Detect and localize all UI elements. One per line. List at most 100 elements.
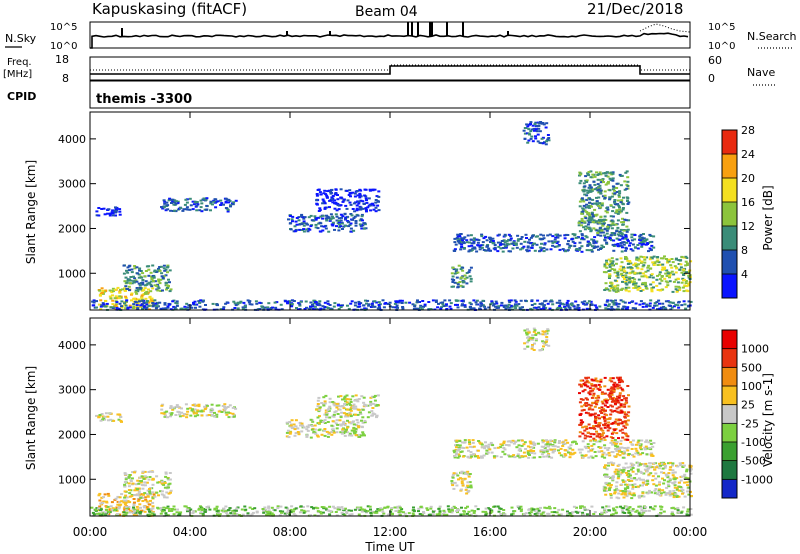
range-gate-cell [563, 442, 567, 445]
range-gate-cell [356, 421, 360, 424]
range-gate-cell [673, 486, 677, 489]
range-gate-cell [604, 271, 608, 274]
range-gate-cell [339, 431, 343, 434]
range-gate-cell [357, 513, 361, 516]
range-gate-cell [493, 248, 497, 251]
range-gate-cell [661, 477, 664, 480]
range-gate-cell [587, 190, 591, 193]
range-gate-cell [512, 454, 516, 457]
range-gate-cell [578, 174, 581, 177]
range-gate-cell [649, 452, 653, 455]
y-tick-label: 4000 [58, 133, 86, 146]
range-gate-cell [653, 302, 657, 305]
range-gate-cell [587, 204, 591, 207]
range-gate-cell [625, 187, 629, 190]
range-gate-cell [459, 268, 463, 271]
range-gate-cell [326, 300, 330, 303]
range-gate-cell [148, 490, 152, 493]
range-gate-cell [92, 299, 96, 302]
range-gate-cell [624, 274, 628, 277]
range-gate-cell [553, 511, 557, 514]
range-gate-cell [600, 204, 604, 207]
range-gate-cell [681, 492, 684, 495]
range-gate-cell [426, 509, 430, 511]
range-gate-cell [174, 202, 178, 205]
range-gate-cell [503, 513, 506, 516]
range-gate-cell [609, 496, 613, 499]
range-gate-cell [639, 261, 643, 264]
range-gate-cell [684, 307, 688, 310]
range-gate-cell [135, 287, 139, 289]
range-gate-cell [292, 423, 296, 426]
range-gate-cell [151, 264, 155, 267]
noise-right-tick-top: 10^5 [708, 22, 735, 33]
range-gate-cell [618, 192, 622, 195]
range-gate-cell [320, 433, 324, 436]
range-gate-cell [472, 240, 476, 243]
range-gate-cell [131, 307, 135, 309]
range-gate-cell [173, 209, 176, 212]
range-gate-cell [586, 240, 590, 243]
noise-left-tick-top: 10^5 [50, 22, 77, 33]
range-gate-cell [656, 259, 660, 262]
range-gate-cell [276, 507, 280, 510]
range-gate-cell [137, 487, 141, 490]
range-gate-cell [619, 244, 623, 247]
range-gate-cell [480, 233, 484, 236]
range-gate-cell [459, 489, 463, 492]
range-gate-cell [610, 284, 614, 287]
range-gate-cell [618, 206, 621, 209]
range-gate-cell [595, 229, 599, 232]
range-gate-cell [624, 286, 628, 289]
range-gate-cell [626, 200, 629, 202]
range-gate-cell [371, 189, 375, 192]
range-gate-cell [451, 482, 455, 485]
range-gate-cell [593, 188, 597, 191]
range-gate-cell [462, 441, 466, 444]
range-gate-cell [159, 278, 163, 281]
range-gate-cell [607, 482, 611, 485]
range-gate-cell [186, 507, 190, 510]
range-gate-cell [603, 228, 607, 231]
range-gate-cell [643, 256, 647, 259]
range-gate-cell [311, 307, 315, 310]
range-gate-cell [382, 512, 386, 515]
range-gate-cell [351, 421, 355, 423]
range-gate-cell [642, 463, 646, 465]
range-gate-cell [657, 513, 661, 516]
range-gate-cell [676, 281, 680, 284]
range-gate-cell [212, 200, 216, 203]
range-gate-cell [478, 441, 482, 444]
range-gate-cell [611, 260, 615, 263]
range-gate-cell [155, 301, 159, 304]
range-gate-cell [542, 439, 546, 442]
range-gate-cell [566, 512, 570, 515]
range-gate-cell [299, 505, 303, 508]
range-gate-cell [526, 250, 530, 253]
range-gate-cell [95, 210, 99, 213]
range-gate-cell [593, 412, 597, 415]
range-gate-cell [588, 184, 592, 187]
range-gate-cell [322, 404, 326, 407]
range-gate-cell [363, 222, 367, 225]
range-gate-cell [652, 462, 656, 465]
range-gate-cell [453, 481, 457, 484]
range-gate-cell [614, 428, 618, 430]
range-gate-cell [160, 206, 164, 209]
range-gate-cell [176, 405, 180, 408]
range-gate-cell [133, 508, 137, 511]
range-gate-cell [163, 200, 167, 203]
range-gate-cell [522, 451, 526, 454]
range-gate-cell [457, 264, 461, 267]
range-gate-cell [621, 479, 625, 482]
range-gate-cell [593, 202, 596, 205]
range-gate-cell [118, 413, 122, 416]
range-gate-cell [631, 487, 635, 490]
range-gate-cell [466, 505, 469, 508]
range-gate-cell [582, 208, 586, 211]
range-gate-cell [279, 303, 283, 306]
range-gate-cell [683, 278, 686, 281]
range-gate-cell [295, 307, 298, 309]
range-gate-cell [344, 204, 348, 207]
range-gate-cell [185, 302, 189, 305]
